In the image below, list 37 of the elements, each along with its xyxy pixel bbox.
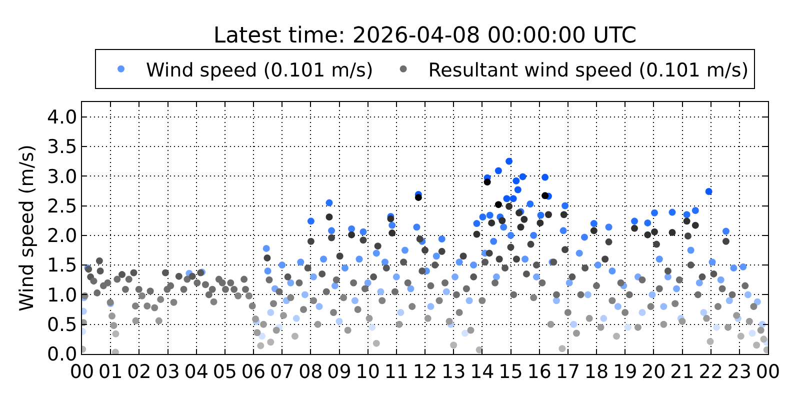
chart-title: Latest time: 2026-04-08 00:00:00 UTC — [213, 24, 637, 49]
x-tick-label: 14 — [470, 360, 494, 383]
legend-label: Wind speed (0.101 m/s) — [146, 59, 374, 82]
y-tick-label: 4.0 — [46, 106, 78, 128]
x-tick-label: 11 — [384, 360, 409, 383]
x-tick-label: 07 — [270, 360, 294, 383]
y-tick-label: 3.0 — [46, 166, 78, 188]
legend-label: Resultant wind speed (0.101 m/s) — [428, 59, 749, 82]
y-tick-label: 2.0 — [46, 225, 78, 248]
x-tick-label: 18 — [584, 360, 609, 383]
x-tick-label: 13 — [441, 360, 466, 383]
x-tick-label: 10 — [356, 360, 380, 383]
y-tick-label: 0.5 — [46, 314, 78, 336]
x-tick-label: 06 — [241, 360, 266, 383]
x-tick-label: 08 — [298, 360, 323, 383]
x-tick-label: 03 — [156, 360, 180, 383]
x-tick-label: 04 — [184, 360, 208, 383]
x-tick-label: 12 — [412, 360, 438, 383]
y-tick-label: 3.5 — [46, 136, 78, 158]
x-tick-label: 23 — [727, 360, 752, 383]
y-tick-label: 2.5 — [46, 195, 78, 218]
y-tick-label: 1.0 — [46, 284, 78, 306]
x-tick-label: 20 — [642, 360, 666, 383]
x-tick-label: 15 — [498, 360, 523, 383]
x-tick-label: 02 — [127, 360, 152, 383]
y-axis-title: Wind speed (m/s) — [16, 144, 38, 312]
x-tick-label: 21 — [670, 360, 694, 383]
y-tick-label: 1.5 — [46, 254, 78, 277]
x-tick-label: 00 — [756, 360, 780, 383]
x-tick-label: 01 — [98, 360, 123, 383]
x-tick-label: 16 — [527, 360, 552, 383]
x-tick-label: 19 — [612, 360, 638, 383]
x-tick-label: 00 — [70, 360, 94, 383]
x-tick-label: 17 — [556, 360, 580, 383]
x-tick-label: 22 — [698, 360, 723, 383]
x-tick-label: 05 — [212, 360, 238, 383]
x-tick-label: 09 — [327, 360, 352, 383]
